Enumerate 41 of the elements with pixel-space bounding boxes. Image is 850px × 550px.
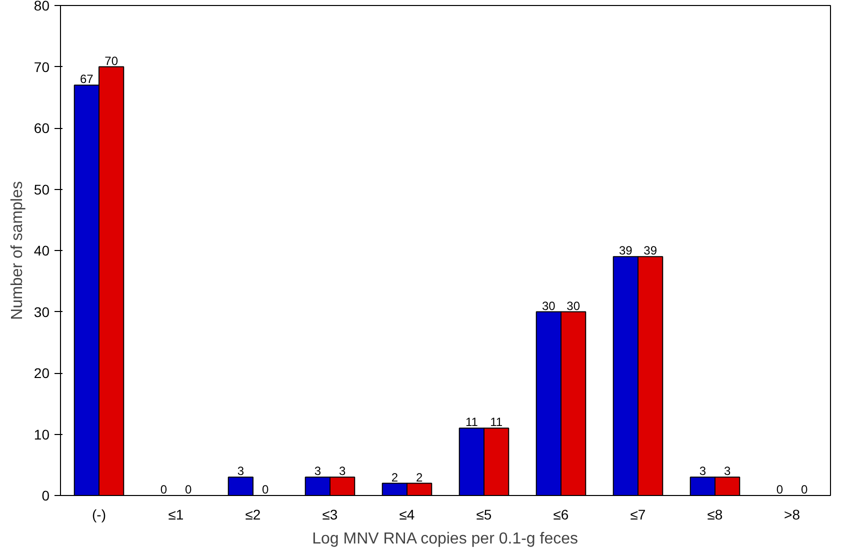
data-label: 0 [776, 482, 784, 496]
x-tick-label: ≤4 [399, 506, 415, 522]
data-label: 0 [262, 482, 269, 496]
data-label: 70 [104, 54, 118, 68]
x-tick-label: ≤5 [476, 506, 492, 522]
y-tick-label: 0 [42, 488, 50, 504]
x-axis-title: Log MNV RNA copies per 0.1-g feces [312, 530, 578, 548]
data-label: 67 [80, 72, 94, 86]
x-tick-label: ≤1 [168, 506, 184, 522]
x-tick-label: (-) [92, 506, 106, 522]
x-tick-label: ≤2 [245, 506, 261, 522]
data-label: 11 [465, 415, 478, 430]
y-tick-label: 80 [34, 0, 50, 14]
y-tick-label: 20 [34, 365, 50, 381]
data-label: 3 [314, 464, 322, 478]
data-label: 39 [644, 244, 658, 258]
x-tick-label: ≤7 [630, 506, 646, 522]
data-label: 0 [160, 482, 168, 496]
data-label: 3 [699, 464, 706, 478]
data-label: 30 [542, 298, 556, 313]
y-tick-label: 30 [34, 304, 50, 320]
data-label: 3 [338, 464, 346, 478]
data-label: 3 [237, 464, 244, 478]
y-tick-label: 70 [34, 58, 50, 75]
x-tick-label: ≤8 [707, 506, 723, 522]
data-label: 0 [800, 482, 808, 496]
y-axis-title: Number of samples [8, 181, 26, 320]
y-tick-label: 40 [34, 242, 50, 258]
y-tick-label: 60 [34, 120, 50, 136]
data-label: 2 [416, 470, 423, 484]
x-tick-label: >8 [784, 506, 800, 522]
data-label: 3 [724, 464, 731, 478]
x-tick-label: ≤6 [553, 506, 569, 522]
y-tick-label: 50 [34, 181, 50, 198]
y-tick-label: 10 [34, 426, 50, 442]
x-tick-label: ≤3 [322, 506, 338, 522]
data-label: 39 [619, 244, 633, 258]
data-label: 0 [184, 482, 192, 496]
data-label: 2 [391, 470, 398, 484]
data-label: 30 [566, 298, 580, 313]
data-label: 11 [490, 415, 503, 430]
